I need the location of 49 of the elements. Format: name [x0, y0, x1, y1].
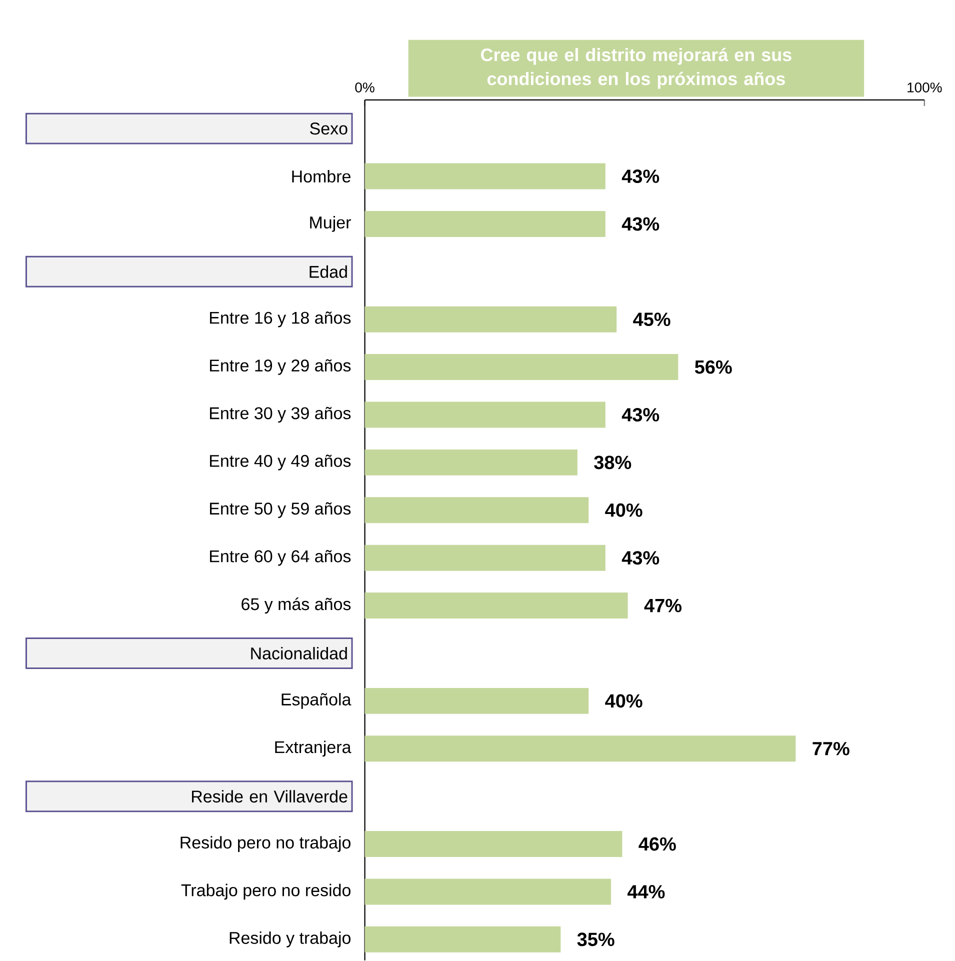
- y-tick-label: Entre 19 y 29 años: [210, 359, 350, 375]
- y-tick-label: Trabajo pero no resido: [181, 884, 350, 900]
- y-tick-label: Entre 40 y 49 años: [210, 454, 350, 470]
- y-tick-label: Mujer: [310, 216, 351, 232]
- y-tick-label: Reside en Villaverde: [192, 790, 348, 803]
- data-label: 40%: [604, 694, 642, 708]
- bar: [364, 544, 606, 571]
- y-tick-label: Española: [282, 693, 352, 709]
- data-label: 77%: [812, 742, 850, 756]
- data-label: 45%: [632, 312, 670, 326]
- data-label: 35%: [577, 932, 614, 946]
- chart-title: Cree que el distrito mejorará en sus condiciones en los próximos años: [480, 48, 792, 89]
- y-tick-label: 65 y más años: [241, 598, 350, 614]
- data-label: 56%: [694, 360, 732, 374]
- y-tick-label: Resido y trabajo: [230, 932, 350, 948]
- data-label: 43%: [622, 551, 659, 565]
- bar: [364, 497, 588, 524]
- y-tick-label: Extranjera: [275, 740, 352, 757]
- data-label: 43%: [622, 170, 659, 184]
- bar: [364, 210, 606, 237]
- bar: [364, 163, 606, 190]
- bar: [364, 592, 628, 619]
- bar: [364, 449, 578, 476]
- bar: [364, 878, 611, 905]
- data-label: 38%: [594, 456, 631, 470]
- data-label: 43%: [622, 408, 659, 422]
- y-tick-label: Hombre: [292, 170, 350, 183]
- y-tick-label: Entre 60 y 64 años: [210, 550, 350, 566]
- x-tick-label: 0%: [355, 82, 374, 92]
- data-label: 44%: [627, 885, 665, 898]
- y-tick-label: Entre 16 y 18 años: [210, 311, 350, 328]
- x-tick-label: 100%: [907, 82, 942, 92]
- y-tick-label: Entre 50 y 59 años: [210, 502, 350, 518]
- bar: [364, 688, 588, 714]
- y-tick-label: Edad: [310, 265, 347, 278]
- data-label: 47%: [644, 598, 682, 612]
- data-label: 46%: [638, 837, 676, 851]
- bar: [364, 926, 560, 952]
- data-label: 43%: [622, 217, 659, 231]
- bar: [364, 354, 678, 380]
- data-label: 40%: [604, 503, 642, 517]
- bar: [364, 306, 616, 332]
- bar: [364, 736, 796, 762]
- y-tick-label: Sexo: [310, 122, 348, 135]
- y-tick-label: Nacionalidad: [251, 647, 347, 660]
- y-tick-label: Resido pero no trabajo: [180, 836, 350, 852]
- bar: [364, 831, 622, 858]
- y-tick-label: Entre 30 y 39 años: [210, 406, 350, 423]
- bar: [364, 402, 606, 428]
